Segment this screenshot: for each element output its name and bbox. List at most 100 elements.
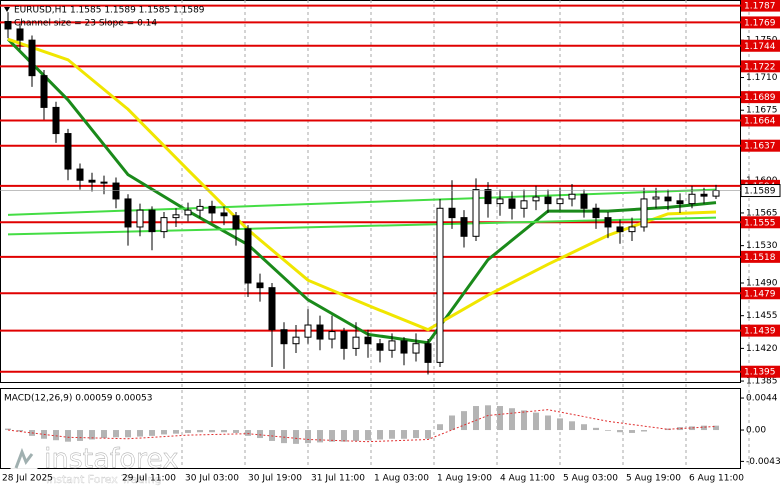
level-label-box xyxy=(741,324,780,337)
x-tick-label: 30 Jul 19:00 xyxy=(248,474,302,484)
level-label-box xyxy=(741,250,780,263)
candle-body xyxy=(196,205,204,211)
macd-bar xyxy=(197,430,203,433)
candle-body xyxy=(376,343,384,351)
logo-mark xyxy=(14,447,34,469)
y-tick-label: 1.1565 xyxy=(746,208,778,218)
macd-bar xyxy=(545,415,551,431)
candle-body xyxy=(244,228,252,284)
macd-bar xyxy=(257,430,263,439)
candle-body xyxy=(484,189,492,205)
candle-body xyxy=(532,196,540,202)
candle-body xyxy=(436,207,444,363)
candle-body xyxy=(304,324,312,338)
candle-body xyxy=(460,217,468,237)
macd-bar xyxy=(521,410,527,431)
candle-body xyxy=(64,133,72,170)
macd-bar xyxy=(449,415,455,431)
macd-bar xyxy=(425,430,431,439)
x-tick-label: 28 Jul 2025 xyxy=(2,474,53,484)
macd-bar xyxy=(233,430,239,433)
x-tick-label: 29 Jul 11:00 xyxy=(122,474,176,484)
macd-bar xyxy=(101,430,107,439)
macd-bar xyxy=(77,430,83,441)
candle-body xyxy=(628,226,636,233)
level-label: 1.1689 xyxy=(744,93,776,103)
y-tick-label: 1.1710 xyxy=(746,73,778,83)
level-label-box xyxy=(741,39,780,52)
level-label: 1.1479 xyxy=(744,289,776,299)
macd-bar xyxy=(17,430,23,432)
macd-bar xyxy=(173,430,179,434)
macd-bar xyxy=(497,406,503,431)
last-price-box xyxy=(740,184,781,198)
candle-body xyxy=(388,340,396,351)
macd-tick-label: 0.0044 xyxy=(746,394,778,404)
macd-bar xyxy=(533,412,539,431)
macd-bar xyxy=(149,430,155,436)
macd-label: MACD(12,26,9) 0.00059 0.00053 xyxy=(4,394,153,404)
candle-body xyxy=(580,193,588,209)
macd-bar xyxy=(461,411,467,431)
macd-signal xyxy=(7,409,717,443)
watermark-tagline: Instant Forex Trading xyxy=(46,473,162,486)
level-label-box xyxy=(741,365,780,378)
candle-body xyxy=(28,39,36,77)
candle-body xyxy=(664,196,672,202)
macd-bar xyxy=(209,430,215,433)
candle-body xyxy=(616,226,624,233)
macd-bar xyxy=(569,421,575,431)
macd-bar xyxy=(629,430,635,433)
time-grid xyxy=(181,0,750,468)
y-tick-label: 1.1490 xyxy=(746,278,778,288)
level-label: 1.1787 xyxy=(744,2,776,12)
macd-bar xyxy=(437,424,443,431)
indicator-line xyxy=(7,216,717,236)
candle-body xyxy=(292,336,300,345)
candle-body xyxy=(700,193,708,197)
macd-bar xyxy=(713,425,719,431)
level-label-box xyxy=(741,60,780,73)
macd-bar xyxy=(509,408,515,431)
menu-triangle xyxy=(4,7,10,12)
level-label: 1.1395 xyxy=(744,368,776,378)
level-label-box xyxy=(741,287,780,300)
candle-body xyxy=(352,336,360,349)
macd-bar xyxy=(161,430,167,435)
candle-body xyxy=(4,20,12,30)
macd-bar xyxy=(281,430,287,444)
subheader: Channel size = 23 Slope = 0.14 xyxy=(14,19,157,29)
macd-bar xyxy=(581,424,587,431)
macd-bar xyxy=(557,418,563,431)
level-label-box xyxy=(741,91,780,104)
candle-body xyxy=(160,217,168,233)
candle-body xyxy=(544,196,552,205)
candle-body xyxy=(52,106,60,135)
candle-body xyxy=(136,209,144,228)
y-tick-label: 1.1385 xyxy=(746,377,778,387)
candle-body xyxy=(652,196,660,200)
candle-body xyxy=(688,193,696,205)
x-tick-label: 1 Aug 03:00 xyxy=(374,474,429,484)
candle-body xyxy=(184,209,192,216)
candle-body xyxy=(172,214,180,219)
y-tick-label: 1.1420 xyxy=(746,344,778,354)
watermark-brand: instaforex xyxy=(44,444,178,475)
candle-body xyxy=(496,198,504,205)
level-label: 1.1744 xyxy=(744,42,776,52)
level-label: 1.1722 xyxy=(744,62,776,72)
candle-body xyxy=(76,168,84,181)
candle-body xyxy=(472,189,480,237)
logo-circle xyxy=(9,447,39,477)
level-label-box xyxy=(741,216,780,229)
macd-bar xyxy=(401,430,407,439)
level-label-box xyxy=(741,114,780,127)
x-tick-label: 31 Jul 11:00 xyxy=(311,474,365,484)
macd-bar xyxy=(125,430,131,438)
candle-body xyxy=(280,329,288,345)
macd-bar xyxy=(689,426,695,431)
candle-body xyxy=(40,75,48,108)
watermark: instaforex Instant Forex Trading xyxy=(9,443,179,486)
macd-bar xyxy=(605,430,611,431)
macd-bar xyxy=(221,430,227,433)
